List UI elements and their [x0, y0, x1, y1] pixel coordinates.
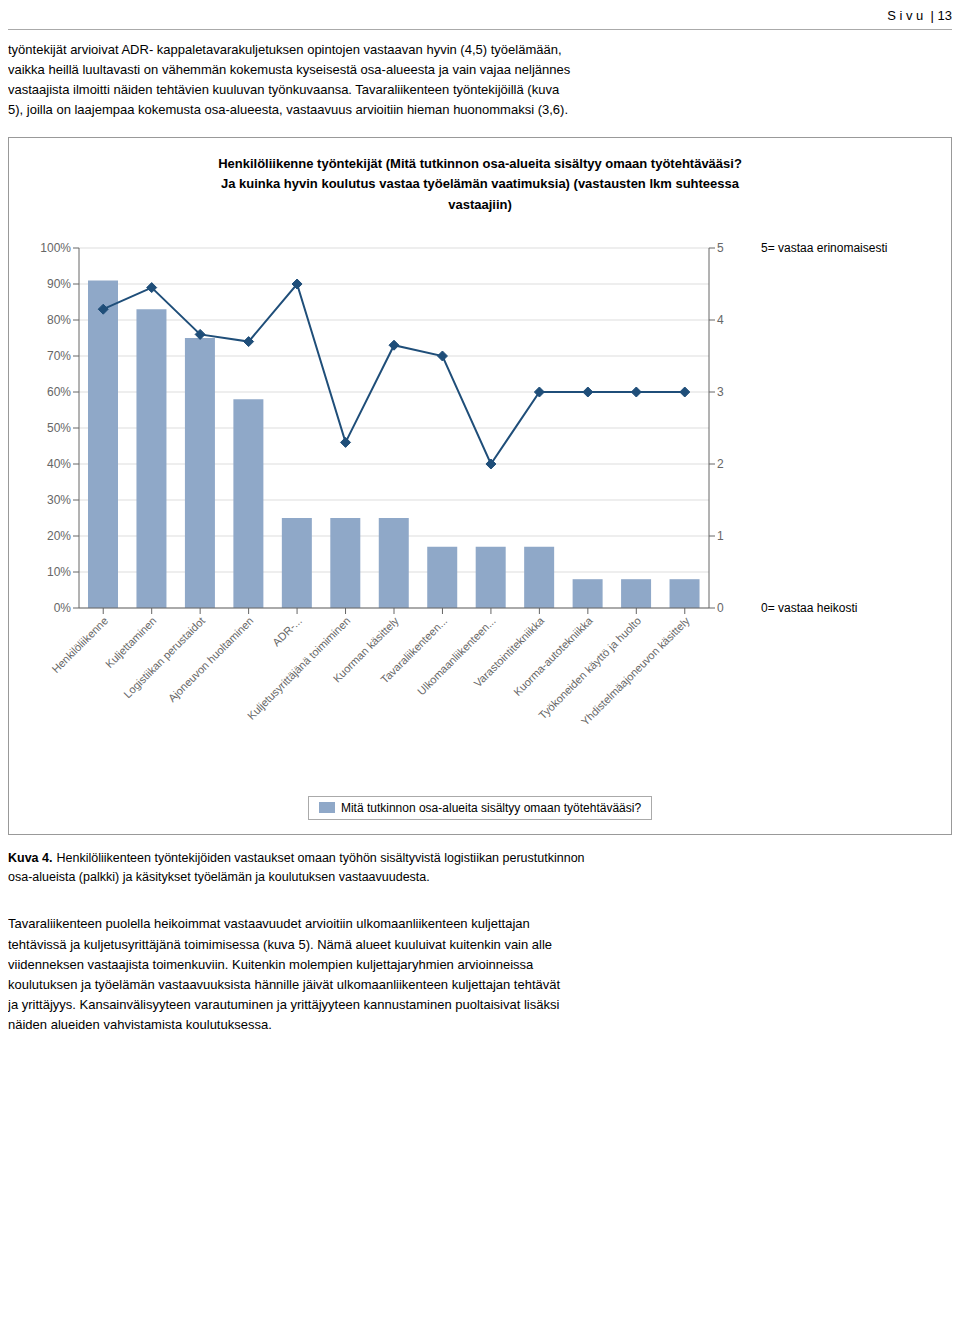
html-text:Mitä tutkinnon osa-alueita sis: Mitä tutkinnon osa-alueita sisältyy omaa… — [340, 801, 642, 815]
svg-text:70%: 70% — [47, 349, 71, 363]
svg-text:30%: 30% — [47, 493, 71, 507]
html-text:Kuva 4. Henkilöliikenteen työn: Kuva 4. Henkilöliikenteen työntekijöiden… — [8, 851, 585, 884]
svg-text:1: 1 — [717, 529, 724, 543]
svg-text:20%: 20% — [47, 529, 71, 543]
svg-text:90%: 90% — [47, 277, 71, 291]
svg-text:Kuljettaminen: Kuljettaminen — [103, 614, 159, 670]
html-text:Henkilöliikenne työntekijät (M: Henkilöliikenne työntekijät (Mitä tutkin… — [218, 155, 742, 213]
svg-text:100%: 100% — [40, 241, 71, 255]
svg-text:0%: 0% — [54, 601, 72, 615]
svg-text:50%: 50% — [47, 421, 71, 435]
svg-text:Kuorman käsittely: Kuorman käsittely — [330, 614, 401, 685]
svg-text:80%: 80% — [47, 313, 71, 327]
svg-text:Työkoneiden käyttö ja huolto: Työkoneiden käyttö ja huolto — [536, 614, 643, 721]
svg-text:40%: 40% — [47, 457, 71, 471]
svg-text:ADR-...: ADR-... — [270, 614, 304, 648]
svg-text:0: 0 — [717, 601, 724, 615]
svg-text:Ajoneuvon huoltaminen: Ajoneuvon huoltaminen — [166, 614, 256, 704]
svg-text:Kuljetusyrittäjänä toimiminen: Kuljetusyrittäjänä toimiminen — [245, 614, 352, 721]
svg-text:Logistiikan perustaidot: Logistiikan perustaidot — [121, 614, 207, 700]
html-text:0= vastaa heikosti: 0= vastaa heikosti — [761, 601, 858, 615]
html-text:työntekijät arvioivat ADR- kap: työntekijät arvioivat ADR- kappaletavara… — [8, 42, 571, 118]
svg-text:Varastointitekniikka: Varastointitekniikka — [471, 614, 547, 690]
html-text:S i v u | 13: S i v u | 13 — [887, 8, 952, 23]
svg-text:4: 4 — [717, 313, 724, 327]
svg-text:Yhdistelmäajoneuvon käsittely: Yhdistelmäajoneuvon käsittely — [579, 614, 692, 727]
svg-text:Ulkomaanliikenteen...: Ulkomaanliikenteen... — [415, 614, 498, 697]
svg-text:3: 3 — [717, 385, 724, 399]
svg-text:Kuorma-autotekniikka: Kuorma-autotekniikka — [511, 614, 595, 698]
svg-text:10%: 10% — [47, 565, 71, 579]
html-text:5= vastaa erinomaisesti: 5= vastaa erinomaisesti — [761, 241, 888, 255]
svg-text:Henkilöliikenne: Henkilöliikenne — [49, 614, 110, 675]
svg-text:5: 5 — [717, 241, 724, 255]
svg-text:60%: 60% — [47, 385, 71, 399]
svg-text:2: 2 — [717, 457, 724, 471]
html-text:Tavaraliikenteen puolella heik: Tavaraliikenteen puolella heikoimmat vas… — [8, 916, 561, 1033]
svg-text:Tavaraliikenteen...: Tavaraliikenteen... — [378, 614, 450, 686]
